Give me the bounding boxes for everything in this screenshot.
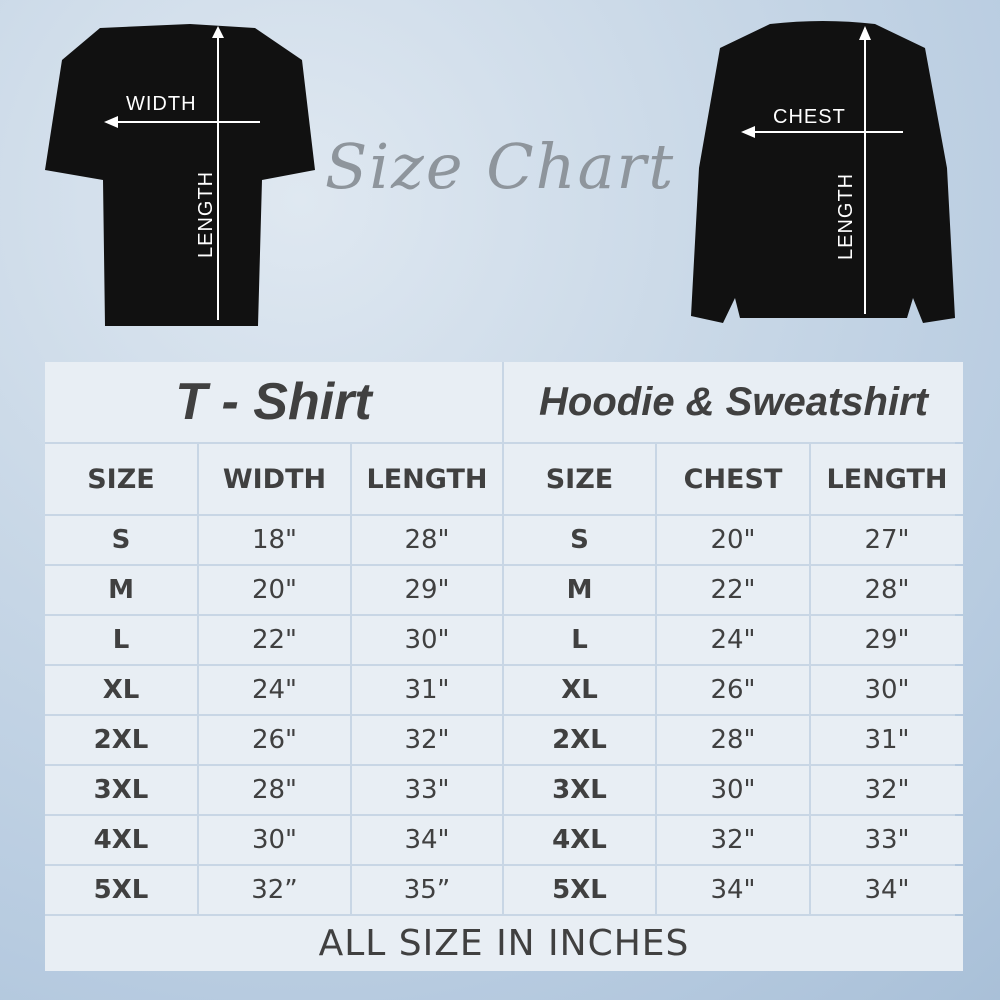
tshirt-measurement-cell: 28"	[352, 516, 502, 564]
tshirt-column-header: WIDTH	[199, 444, 350, 514]
tshirt-measurement-cell: 32"	[352, 716, 502, 764]
hoodie-measurement-cell: 26"	[657, 666, 809, 714]
hoodie-measurement-cell: 24"	[657, 616, 809, 664]
hoodie-measurement-cell: 20"	[657, 516, 809, 564]
hoodie-size-cell: 5XL	[504, 866, 655, 914]
sweatshirt-illustration: CHEST LENGTH	[691, 21, 955, 323]
hoodie-size-cell: 2XL	[504, 716, 655, 764]
tshirt-width-label: WIDTH	[126, 93, 197, 115]
tshirt-size-cell: 2XL	[45, 716, 197, 764]
hoodie-measurement-cell: 29"	[811, 616, 963, 664]
hoodie-measurement-cell: 30"	[657, 766, 809, 814]
tshirt-measurement-cell: 24"	[199, 666, 350, 714]
tshirt-measurement-cell: 30"	[352, 616, 502, 664]
sweatshirt-length-label: LENGTH	[835, 173, 857, 260]
hoodie-size-cell: M	[504, 566, 655, 614]
hoodie-measurement-cell: 34"	[811, 866, 963, 914]
tshirt-measurement-cell: 22"	[199, 616, 350, 664]
tshirt-measurement-cell: 35”	[352, 866, 502, 914]
tshirt-measurement-cell: 32”	[199, 866, 350, 914]
tshirt-size-cell: M	[45, 566, 197, 614]
hoodie-measurement-cell: 27"	[811, 516, 963, 564]
hoodie-measurement-cell: 33"	[811, 816, 963, 864]
hoodie-size-cell: S	[504, 516, 655, 564]
tshirt-measurement-cell: 31"	[352, 666, 502, 714]
hoodie-measurement-cell: 28"	[811, 566, 963, 614]
tshirt-heading: T - Shirt	[45, 362, 502, 442]
hoodie-column-header: SIZE	[504, 444, 655, 514]
tshirt-measurement-cell: 29"	[352, 566, 502, 614]
tshirt-column-header: SIZE	[45, 444, 197, 514]
tshirt-size-cell: 5XL	[45, 866, 197, 914]
tshirt-measurement-cell: 33"	[352, 766, 502, 814]
tshirt-measurement-cell: 28"	[199, 766, 350, 814]
hoodie-size-cell: L	[504, 616, 655, 664]
tshirt-measurement-cell: 30"	[199, 816, 350, 864]
size-table: T - Shirt Hoodie & Sweatshirt SIZE WIDTH L…	[45, 362, 963, 971]
hoodie-column-header: LENGTH	[811, 444, 963, 514]
tshirt-length-label: LENGTH	[195, 171, 217, 258]
sweatshirt-chest-label: CHEST	[773, 106, 846, 128]
hoodie-heading: Hoodie & Sweatshirt	[504, 362, 963, 442]
tshirt-size-cell: 4XL	[45, 816, 197, 864]
tshirt-column-header: LENGTH	[352, 444, 502, 514]
tshirt-size-cell: XL	[45, 666, 197, 714]
tshirt-measurement-cell: 26"	[199, 716, 350, 764]
tshirt-measurement-cell: 34"	[352, 816, 502, 864]
hoodie-size-cell: XL	[504, 666, 655, 714]
hoodie-measurement-cell: 30"	[811, 666, 963, 714]
hoodie-measurement-cell: 22"	[657, 566, 809, 614]
tshirt-measurement-cell: 18"	[199, 516, 350, 564]
tshirt-measurement-cell: 20"	[199, 566, 350, 614]
tshirt-size-cell: S	[45, 516, 197, 564]
hoodie-measurement-cell: 28"	[657, 716, 809, 764]
hoodie-measurement-cell: 34"	[657, 866, 809, 914]
hoodie-measurement-cell: 31"	[811, 716, 963, 764]
hoodie-size-cell: 4XL	[504, 816, 655, 864]
hoodie-column-header: CHEST	[657, 444, 809, 514]
hoodie-size-cell: 3XL	[504, 766, 655, 814]
hoodie-measurement-cell: 32"	[811, 766, 963, 814]
tshirt-size-cell: L	[45, 616, 197, 664]
size-chart-title: Size Chart	[324, 130, 676, 203]
tshirt-illustration: WIDTH LENGTH	[45, 24, 315, 326]
units-footer: ALL SIZE IN INCHES	[45, 916, 963, 971]
tshirt-size-cell: 3XL	[45, 766, 197, 814]
hoodie-measurement-cell: 32"	[657, 816, 809, 864]
